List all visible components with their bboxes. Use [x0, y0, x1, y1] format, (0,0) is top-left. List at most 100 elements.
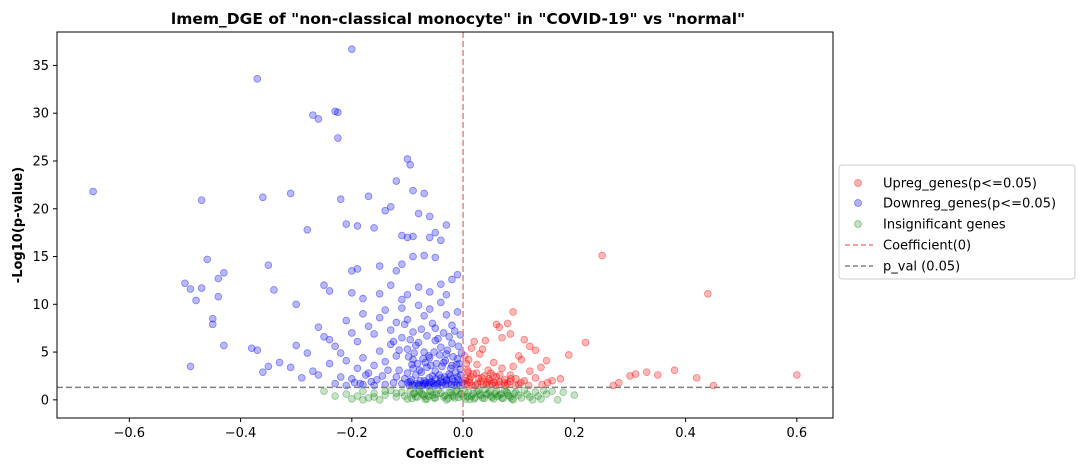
- y-tick-label-4: 20: [32, 202, 49, 217]
- point-downreg-genes-p-0-05-81: [325, 335, 334, 344]
- point-downreg-genes-p-0-05-187: [424, 352, 433, 360]
- point-downreg-genes-p-0-05-212: [436, 377, 445, 386]
- point-insignificant-genes-89: [432, 390, 441, 398]
- y-axis: 0 5 10 15 20 25 30 35: [32, 59, 57, 408]
- point-upreg-genes-p-0-05-90: [543, 378, 552, 387]
- point-downreg-genes-p-0-05-67: [208, 320, 217, 329]
- point-upreg-genes-p-0-05-28: [653, 371, 662, 379]
- point-insignificant-genes-67: [534, 392, 542, 400]
- point-insignificant-genes-46: [417, 389, 426, 397]
- point-upreg-genes-p-0-05-50: [520, 376, 529, 385]
- y-axis-label: -Log10(p-value): [11, 167, 26, 283]
- point-downreg-genes-p-0-05-181: [441, 356, 450, 365]
- point-upreg-genes-p-0-05-14: [481, 336, 490, 345]
- point-downreg-genes-p-0-05-114: [370, 361, 378, 370]
- point-upreg-genes-p-0-05-2: [793, 371, 801, 379]
- point-downreg-genes-p-0-05-193: [408, 360, 416, 369]
- point-downreg-genes-p-0-05-47: [197, 284, 206, 292]
- point-insignificant-genes-42: [392, 389, 401, 397]
- point-upreg-genes-p-0-05-64: [462, 359, 471, 368]
- point-insignificant-genes-99: [497, 390, 505, 398]
- point-insignificant-genes-98: [408, 394, 416, 403]
- point-downreg-genes-p-0-05-68: [220, 341, 228, 350]
- legend-label-pval: p_val (0.05): [883, 260, 960, 275]
- points-layer: [89, 45, 801, 404]
- point-downreg-genes-p-0-05-143: [384, 366, 392, 375]
- point-upreg-genes-p-0-05-89: [538, 380, 546, 389]
- point-insignificant-genes-2: [353, 392, 362, 400]
- point-downreg-genes-p-0-05-145: [373, 375, 381, 384]
- point-downreg-genes-p-0-05-97: [414, 301, 423, 310]
- point-downreg-genes-p-0-05-109: [342, 356, 351, 365]
- point-downreg-genes-p-0-05-44: [220, 268, 228, 277]
- point-downreg-genes-p-0-05-12: [286, 189, 295, 198]
- point-downreg-genes-p-0-05-119: [398, 333, 406, 342]
- point-insignificant-genes-14: [420, 392, 428, 400]
- point-downreg-genes-p-0-05-24: [409, 232, 417, 241]
- point-downreg-genes-p-0-05-176: [454, 342, 463, 351]
- point-downreg-genes-p-0-05-116: [381, 357, 390, 366]
- point-downreg-genes-p-0-05-151: [453, 373, 462, 381]
- point-downreg-genes-p-0-05-30: [425, 212, 434, 221]
- point-downreg-genes-p-0-05-52: [320, 281, 328, 289]
- point-downreg-genes-p-0-05-159: [431, 367, 440, 375]
- point-insignificant-genes-58: [484, 389, 492, 397]
- point-insignificant-genes-52: [450, 394, 459, 402]
- point-insignificant-genes-36: [542, 390, 551, 398]
- point-downreg-genes-p-0-05-10: [89, 187, 97, 196]
- point-upreg-genes-p-0-05-79: [465, 375, 474, 384]
- point-downreg-genes-p-0-05-23: [403, 233, 412, 242]
- point-downreg-genes-p-0-05-222: [422, 378, 430, 387]
- point-downreg-genes-p-0-05-137: [417, 325, 426, 333]
- point-downreg-genes-p-0-05-198: [455, 359, 463, 368]
- point-downreg-genes-p-0-05-36: [353, 265, 362, 273]
- point-downreg-genes-p-0-05-28: [442, 221, 451, 229]
- reference-lines: [57, 32, 833, 418]
- point-upreg-genes-p-0-05-57: [477, 377, 485, 386]
- point-upreg-genes-p-0-05-53: [465, 378, 474, 387]
- point-downreg-genes-p-0-05-129: [453, 354, 462, 363]
- x-axis: −0.6 −0.4 −0.2 0.0 0.2 0.4 0.6: [114, 418, 807, 441]
- point-upreg-genes-p-0-05-46: [506, 371, 515, 379]
- point-insignificant-genes-100: [499, 394, 507, 403]
- point-insignificant-genes-5: [370, 389, 378, 397]
- point-insignificant-genes-62: [506, 393, 515, 401]
- x-tick-label-0: −0.6: [114, 426, 146, 441]
- point-insignificant-genes-17: [437, 389, 445, 397]
- point-downreg-genes-p-0-05-94: [398, 304, 406, 312]
- point-downreg-genes-p-0-05-59: [403, 290, 412, 299]
- point-downreg-genes-p-0-05-58: [398, 295, 406, 304]
- point-downreg-genes-p-0-05-160: [428, 372, 437, 380]
- point-downreg-genes-p-0-05-61: [425, 288, 434, 296]
- point-downreg-genes-p-0-05-122: [414, 338, 423, 347]
- point-downreg-genes-p-0-05-53: [325, 287, 334, 295]
- point-downreg-genes-p-0-05-95: [403, 315, 412, 324]
- point-downreg-genes-p-0-05-29: [414, 209, 423, 218]
- point-downreg-genes-p-0-05-62: [437, 280, 445, 289]
- point-insignificant-genes-106: [331, 392, 339, 400]
- point-downreg-genes-p-0-05-142: [389, 337, 398, 346]
- x-tick-label-4: 0.2: [564, 426, 585, 441]
- point-insignificant-genes-54: [462, 395, 470, 403]
- point-downreg-genes-p-0-05-84: [342, 316, 351, 325]
- point-downreg-genes-p-0-05-170: [400, 375, 409, 383]
- point-downreg-genes-p-0-05-131: [450, 327, 459, 335]
- point-upreg-genes-p-0-05-31: [615, 378, 623, 387]
- point-insignificant-genes-105: [320, 387, 328, 396]
- point-downreg-genes-p-0-05-155: [442, 375, 451, 384]
- point-downreg-genes-p-0-05-152: [450, 377, 459, 386]
- point-downreg-genes-p-0-05-88: [364, 322, 373, 331]
- point-upreg-genes-p-0-05-5: [509, 308, 517, 316]
- point-downreg-genes-p-0-05-3: [314, 115, 323, 123]
- point-insignificant-genes-59: [489, 395, 498, 403]
- point-upreg-genes-p-0-05-17: [537, 363, 545, 372]
- point-downreg-genes-p-0-05-173: [392, 373, 401, 381]
- point-upreg-genes-p-0-05-35: [470, 337, 479, 346]
- point-downreg-genes-p-0-05-203: [448, 375, 457, 383]
- point-upreg-genes-p-0-05-34: [467, 344, 476, 353]
- point-downreg-genes-p-0-05-183: [435, 351, 444, 359]
- point-downreg-genes-p-0-05-82: [331, 342, 339, 351]
- y-tick-label-0: 0: [41, 393, 49, 408]
- point-downreg-genes-p-0-05-15: [409, 186, 417, 195]
- point-downreg-genes-p-0-05-204: [447, 380, 456, 389]
